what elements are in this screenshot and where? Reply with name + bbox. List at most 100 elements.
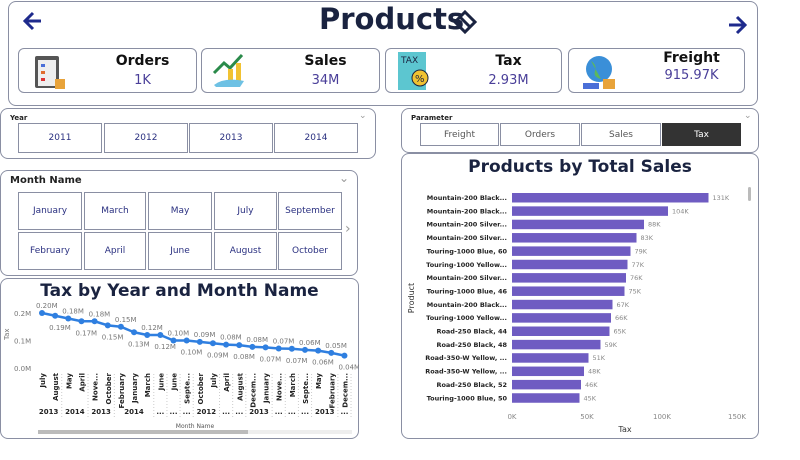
data-label: 0.06M: [312, 359, 334, 367]
x-tick-label: Nove...: [92, 373, 100, 401]
bar[interactable]: [512, 206, 668, 216]
month-april[interactable]: April: [84, 232, 146, 270]
y-tick-label: Touring-1000 Yellow...: [426, 314, 507, 322]
bar[interactable]: [512, 219, 644, 230]
bar[interactable]: [512, 379, 581, 390]
data-point[interactable]: [39, 310, 45, 316]
parameter-orders[interactable]: Orders: [500, 123, 580, 146]
svg-text:%: %: [415, 74, 425, 85]
bar[interactable]: [512, 366, 584, 377]
month-june[interactable]: June: [148, 232, 212, 270]
data-point[interactable]: [104, 322, 111, 329]
horizontal-scrollbar[interactable]: [38, 430, 248, 434]
data-label: 0.12M: [154, 343, 176, 351]
data-point[interactable]: [131, 329, 138, 336]
data-point[interactable]: [328, 349, 335, 356]
bar[interactable]: [512, 339, 601, 350]
bar[interactable]: [512, 286, 625, 296]
y-tick-label: Mountain-200 Silver...: [426, 274, 507, 282]
data-label: 0.07M: [286, 357, 308, 365]
bar[interactable]: [512, 313, 611, 323]
month-august[interactable]: August: [214, 232, 277, 270]
month-march[interactable]: March: [84, 192, 146, 230]
bar[interactable]: [512, 326, 610, 337]
data-label: 76K: [630, 274, 643, 282]
chevron-down-icon[interactable]: ⌄: [339, 171, 350, 185]
data-point[interactable]: [196, 338, 203, 345]
data-point[interactable]: [236, 342, 243, 349]
data-label: 83K: [641, 234, 654, 242]
data-point[interactable]: [78, 318, 85, 325]
bar[interactable]: [512, 273, 626, 283]
chevron-right-icon[interactable]: ›: [345, 221, 351, 237]
year-2013[interactable]: 2013: [189, 123, 273, 153]
year-2011[interactable]: 2011: [18, 123, 102, 153]
data-point[interactable]: [275, 345, 282, 352]
year-2012[interactable]: 2012: [104, 123, 188, 153]
arrow-left-icon[interactable]: [21, 10, 45, 32]
month-september[interactable]: September: [278, 192, 342, 230]
data-label: 0.18M: [62, 308, 84, 316]
x-tick-label: 100K: [653, 413, 671, 421]
data-point[interactable]: [117, 323, 124, 330]
bar[interactable]: [512, 233, 637, 243]
line-chart-panel: Tax by Year and Month Name: [0, 278, 359, 439]
y-tick-label: Touring-1000 Blue, 46: [427, 287, 508, 295]
bar[interactable]: [512, 393, 580, 403]
data-point[interactable]: [341, 352, 348, 359]
bar[interactable]: [512, 259, 628, 270]
data-point[interactable]: [65, 315, 72, 322]
parameter-sales[interactable]: Sales: [581, 123, 661, 146]
y-tick-label: Mountain-200 Black...: [427, 301, 507, 309]
y-tick-label: Touring-1000 Yellow...: [426, 261, 507, 269]
y-tick-label: 0.0M: [14, 365, 31, 373]
data-point[interactable]: [249, 343, 256, 350]
year-group-label: 2013: [249, 408, 269, 416]
x-tick-label: 150K: [728, 413, 746, 421]
chevron-down-icon[interactable]: ⌄: [359, 111, 367, 121]
month-january[interactable]: January: [18, 192, 82, 230]
data-point[interactable]: [91, 318, 98, 325]
month-may[interactable]: May: [148, 192, 212, 230]
data-point[interactable]: [183, 337, 190, 344]
x-tick-label: May: [65, 373, 73, 389]
month-october[interactable]: October: [278, 232, 342, 270]
parameter-freight[interactable]: Freight: [420, 123, 499, 146]
month-july[interactable]: July: [214, 192, 277, 230]
data-point[interactable]: [52, 312, 59, 319]
month-february[interactable]: February: [18, 232, 82, 270]
year-2014[interactable]: 2014: [274, 123, 358, 153]
x-tick-label: July: [39, 373, 47, 389]
data-label: 0.07M: [273, 337, 295, 345]
chevron-down-icon[interactable]: ⌄: [744, 111, 752, 121]
kpi-value: 915.97K: [664, 68, 719, 83]
data-label: 0.12M: [141, 324, 163, 332]
y-tick-label: Mountain-200 Silver...: [426, 234, 507, 242]
data-point[interactable]: [302, 346, 308, 353]
year-group-label: ...: [288, 408, 296, 416]
data-point[interactable]: [262, 344, 269, 351]
y-tick-label: Mountain-200 Black...: [427, 207, 507, 215]
data-point[interactable]: [288, 345, 295, 352]
arrow-right-icon[interactable]: [725, 14, 749, 36]
bar[interactable]: [512, 193, 709, 203]
data-point[interactable]: [223, 341, 230, 348]
bar[interactable]: [512, 353, 589, 363]
data-label: 0.10M: [181, 349, 203, 357]
data-label: 0.09M: [194, 331, 216, 339]
x-tick-label: May: [315, 373, 323, 389]
data-label: 0.05M: [325, 342, 347, 350]
year-group-label: ...: [235, 408, 243, 416]
vertical-scrollbar[interactable]: [748, 187, 751, 201]
bar[interactable]: [512, 246, 631, 256]
x-tick-label: April: [223, 373, 231, 392]
data-point[interactable]: [315, 347, 322, 354]
data-point[interactable]: [209, 340, 216, 347]
data-point[interactable]: [170, 337, 177, 344]
globe-shipping-icon: [583, 56, 615, 89]
data-point[interactable]: [144, 332, 151, 338]
bar-chart: Mountain-200 Black... 131K Mountain-200 Bl…: [407, 187, 751, 434]
parameter-tax[interactable]: Tax: [662, 123, 741, 146]
data-point[interactable]: [157, 332, 164, 338]
bar[interactable]: [512, 299, 613, 310]
